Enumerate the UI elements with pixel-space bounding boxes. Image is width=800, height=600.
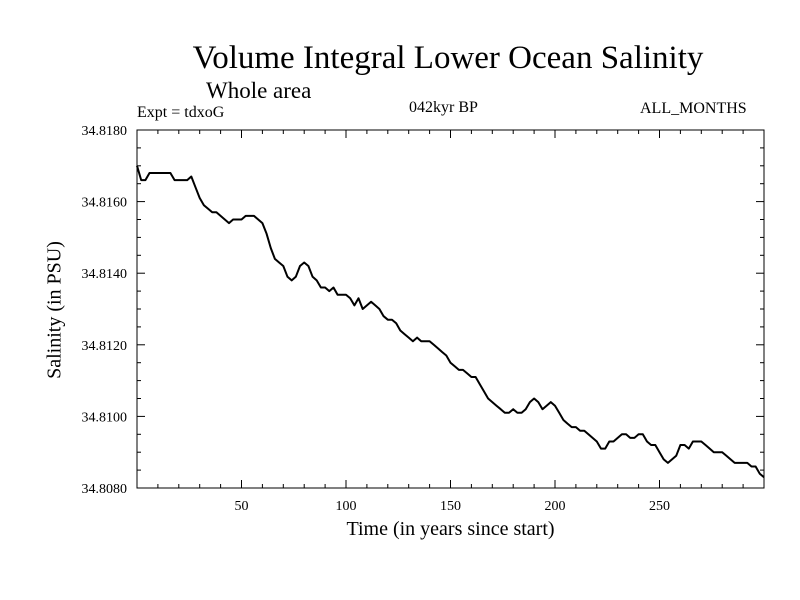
y-tick-label: 34.8120 bbox=[82, 339, 128, 354]
x-axis-label: Time (in years since start) bbox=[346, 518, 555, 540]
series-line bbox=[136, 165, 765, 479]
x-tick-label: 150 bbox=[440, 499, 461, 514]
x-tick-label: 200 bbox=[545, 499, 566, 514]
x-tick-labels: 50 100 150 200 250 bbox=[235, 499, 671, 514]
months-label: ALL_MONTHS bbox=[640, 100, 747, 117]
experiment-label: Expt = tdxoG bbox=[137, 104, 225, 121]
chart-subtitle: Whole area bbox=[206, 78, 312, 103]
period-label: 042kyr BP bbox=[409, 99, 478, 116]
x-tick-label: 100 bbox=[336, 499, 357, 514]
y-tick-label: 34.8080 bbox=[82, 482, 128, 497]
y-tick-label: 34.8100 bbox=[82, 410, 128, 425]
x-tick-label: 50 bbox=[235, 499, 249, 514]
y-tick-label: 34.8180 bbox=[82, 124, 128, 139]
chart-title: Volume Integral Lower Ocean Salinity bbox=[192, 40, 704, 76]
x-tick-label: 250 bbox=[649, 499, 670, 514]
plot-frame bbox=[136, 129, 765, 489]
y-tick-label: 34.8140 bbox=[82, 267, 128, 282]
y-tick-labels: 34.8080 34.8100 34.8120 34.8140 34.8160 34.81… bbox=[82, 124, 128, 497]
y-tick-label: 34.8160 bbox=[82, 196, 128, 211]
axis-ticks bbox=[137, 130, 764, 488]
